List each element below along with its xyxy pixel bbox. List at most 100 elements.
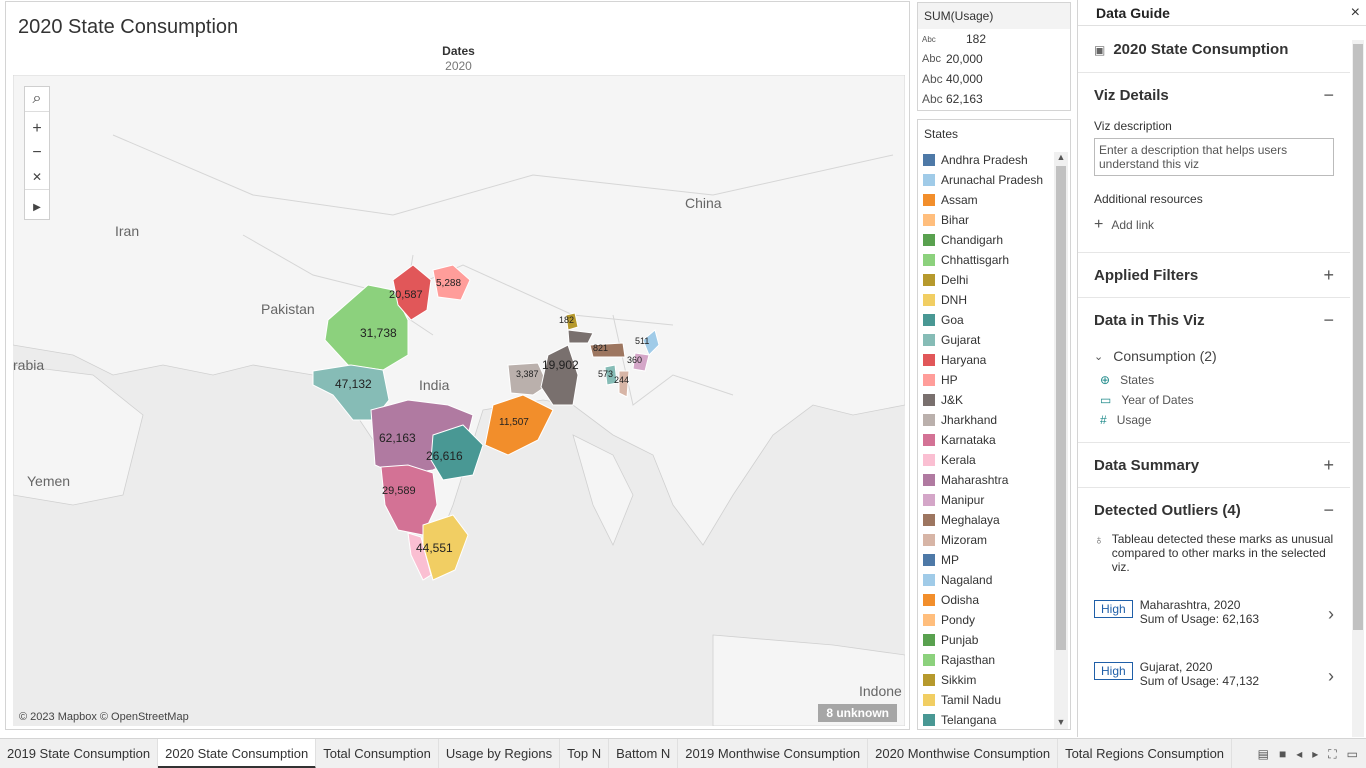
presentation-mode-icon[interactable]: ▭ bbox=[1346, 747, 1358, 761]
detected-outliers-header[interactable]: Detected Outliers (4) − bbox=[1094, 488, 1334, 532]
legend-swatch bbox=[923, 694, 935, 706]
zoom-in-icon[interactable]: + bbox=[32, 120, 42, 137]
expand-icon[interactable]: + bbox=[1323, 454, 1334, 475]
legend-item[interactable]: Chandigarh bbox=[918, 230, 1054, 250]
sheet-tab[interactable]: Total Regions Consumption bbox=[1058, 738, 1233, 768]
collapse-icon[interactable]: − bbox=[1323, 84, 1334, 105]
chevron-right-icon[interactable]: › bbox=[1328, 666, 1334, 686]
sheet-icon: ▣ bbox=[1094, 42, 1106, 57]
legend-item[interactable]: Haryana bbox=[918, 350, 1054, 370]
legend-item[interactable]: Pondy bbox=[918, 610, 1054, 630]
legend-item[interactable]: Assam bbox=[918, 190, 1054, 210]
guide-scrollbar[interactable] bbox=[1352, 40, 1364, 737]
legend-label: Telangana bbox=[941, 713, 997, 727]
legend-item[interactable]: Jharkhand bbox=[918, 410, 1054, 430]
expand-toolbar-icon[interactable]: ▶ bbox=[33, 201, 41, 213]
sheet-tab[interactable]: 2019 Monthwise Consumption bbox=[678, 738, 869, 768]
next-sheet-icon[interactable]: ▸ bbox=[1312, 747, 1319, 761]
legend-item[interactable]: Odisha bbox=[918, 590, 1054, 610]
sheet-tab[interactable]: Total Consumption bbox=[316, 738, 439, 768]
viz-details-title: Viz Details bbox=[1094, 86, 1169, 104]
reset-map-icon[interactable]: ✕ bbox=[31, 170, 43, 184]
legend-item[interactable]: Karnataka bbox=[918, 430, 1054, 450]
fullscreen-icon[interactable]: ⛶ bbox=[1328, 746, 1337, 761]
map-canvas[interactable] bbox=[13, 75, 905, 726]
legend-swatch bbox=[923, 614, 935, 626]
show-sheet-sorter-icon[interactable]: ▤ bbox=[1257, 747, 1269, 761]
dates-value[interactable]: 2020 bbox=[445, 59, 472, 73]
sheet-tab[interactable]: 2019 State Consumption bbox=[0, 738, 159, 768]
viz-details-header[interactable]: Viz Details − bbox=[1094, 73, 1334, 117]
legend-item[interactable]: J&K bbox=[918, 390, 1054, 410]
legend-item[interactable]: Manipur bbox=[918, 490, 1054, 510]
legend-swatch bbox=[923, 214, 935, 226]
state-rajasthan bbox=[324, 284, 409, 371]
legend-item[interactable]: MP bbox=[918, 550, 1054, 570]
guide-scroll-thumb[interactable] bbox=[1353, 44, 1363, 630]
map[interactable]: China Iran Pakistan India rabia Yemen In… bbox=[13, 75, 905, 726]
field-row: # Usage bbox=[1094, 410, 1334, 430]
data-in-viz-section: Data in This Viz − ⌄ Consumption (2) ⊕ S… bbox=[1078, 298, 1350, 443]
legend-item[interactable]: Chhattisgarh bbox=[918, 250, 1054, 270]
sheet-tab[interactable]: 2020 State Consumption bbox=[158, 738, 317, 768]
chevron-right-icon[interactable]: › bbox=[1328, 604, 1334, 624]
states-legend-list: Andhra Pradesh Arunachal Pradesh Assam Biha… bbox=[918, 150, 1054, 730]
applied-filters-header[interactable]: Applied Filters + bbox=[1094, 253, 1334, 297]
legend-item[interactable]: Delhi bbox=[918, 270, 1054, 290]
legend-scrollbar[interactable]: ▲ ▼ bbox=[1054, 152, 1068, 729]
sheet-tab[interactable]: Battom N bbox=[609, 738, 679, 768]
legend-label: Manipur bbox=[941, 493, 985, 507]
expand-icon[interactable]: + bbox=[1323, 264, 1334, 285]
legend-swatch bbox=[923, 594, 935, 606]
close-icon[interactable]: × bbox=[1350, 3, 1360, 21]
previous-sheet-icon[interactable]: ◂ bbox=[1296, 747, 1303, 761]
viz-title: 2020 State Consumption bbox=[18, 16, 239, 38]
legend-item[interactable]: Mizoram bbox=[918, 530, 1054, 550]
unknown-badge[interactable]: 8 unknown bbox=[818, 704, 897, 722]
legend-item[interactable]: Punjab bbox=[918, 630, 1054, 650]
legend-item[interactable]: Meghalaya bbox=[918, 510, 1054, 530]
legend-item[interactable]: Andhra Pradesh bbox=[918, 150, 1054, 170]
legend-item[interactable]: Rajasthan bbox=[918, 650, 1054, 670]
data-summary-header[interactable]: Data Summary + bbox=[1094, 443, 1334, 487]
scroll-down-icon[interactable]: ▼ bbox=[1056, 717, 1066, 727]
zoom-out-icon[interactable]: − bbox=[32, 144, 42, 161]
state-regions[interactable] bbox=[312, 264, 660, 581]
collapse-icon[interactable]: − bbox=[1323, 309, 1334, 330]
state-sikkim bbox=[565, 312, 579, 331]
sheet-tab[interactable]: 2020 Monthwise Consumption bbox=[868, 738, 1059, 768]
legend-item[interactable]: Sikkim bbox=[918, 670, 1054, 690]
legend-item[interactable]: DNH bbox=[918, 290, 1054, 310]
scroll-up-icon[interactable]: ▲ bbox=[1056, 152, 1066, 162]
legend-item[interactable]: Bihar bbox=[918, 210, 1054, 230]
viz-description-input[interactable]: Enter a description that helps users und… bbox=[1094, 138, 1334, 176]
outlier-item[interactable]: High Gujarat, 2020 Sum of Usage: 47,132 … bbox=[1094, 650, 1334, 698]
show-filmstrip-icon[interactable]: ■ bbox=[1278, 747, 1287, 761]
datasource-row[interactable]: ⌄ Consumption (2) bbox=[1094, 342, 1334, 370]
field-row: ⊕ States bbox=[1094, 370, 1334, 390]
sheet-tab[interactable]: Top N bbox=[560, 738, 610, 768]
legend-item[interactable]: Kerala bbox=[918, 450, 1054, 470]
size-abc-icon: Abc bbox=[922, 92, 943, 106]
sheet-tab[interactable]: Usage by Regions bbox=[439, 738, 561, 768]
legend-item[interactable]: Gujarat bbox=[918, 330, 1054, 350]
lightbulb-icon: ♁ bbox=[1094, 532, 1104, 547]
chevron-down-icon[interactable]: ⌄ bbox=[1094, 350, 1104, 363]
collapse-icon[interactable]: − bbox=[1323, 499, 1334, 520]
data-guide-panel: Data Guide × ▣ 2020 State Consumption Vi… bbox=[1077, 0, 1366, 737]
legend-scroll-thumb[interactable] bbox=[1056, 166, 1066, 650]
legend-item[interactable]: Telangana bbox=[918, 710, 1054, 730]
legend-item[interactable]: Tamil Nadu bbox=[918, 690, 1054, 710]
legend-item[interactable]: Nagaland bbox=[918, 570, 1054, 590]
legend-label: J&K bbox=[941, 393, 964, 407]
legend-item[interactable]: Goa bbox=[918, 310, 1054, 330]
legend-item[interactable]: Maharashtra bbox=[918, 470, 1054, 490]
add-link-button[interactable]: + Add link bbox=[1094, 216, 1334, 234]
legend-item[interactable]: Arunachal Pradesh bbox=[918, 170, 1054, 190]
data-in-viz-header[interactable]: Data in This Viz − bbox=[1094, 298, 1334, 342]
legend-item[interactable]: HP bbox=[918, 370, 1054, 390]
search-icon[interactable]: ⌕ bbox=[32, 90, 42, 107]
field-name: States bbox=[1120, 373, 1155, 387]
outlier-text: Maharashtra, 2020 Sum of Usage: 62,163 bbox=[1140, 598, 1328, 626]
outlier-item[interactable]: High Maharashtra, 2020 Sum of Usage: 62,… bbox=[1094, 588, 1334, 636]
